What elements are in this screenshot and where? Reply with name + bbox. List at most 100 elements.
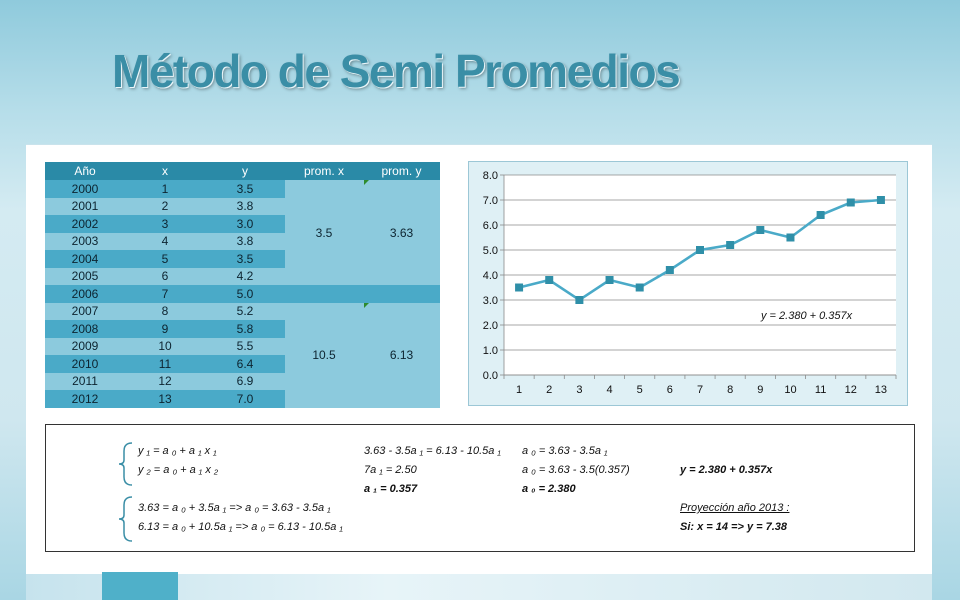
final-equation: y = 2.380 + 0.357x — [680, 464, 773, 476]
table-row: 2012 13 7.0 — [45, 390, 440, 408]
cell-year: 2002 — [45, 215, 125, 233]
data-point — [665, 266, 674, 274]
equations-box: y ₁ = a ₀ + a ₁ x ₁ y ₂ = a ₀ + a ₁ x ₂ … — [45, 424, 915, 552]
data-point — [605, 276, 614, 284]
cell-y: 6.9 — [205, 372, 285, 390]
system2-eq1: 3.63 = a ₀ + 3.5a ₁ => a ₀ = 3.63 - 3.5a… — [138, 502, 331, 514]
y-tick-label: 1.0 — [483, 345, 498, 357]
x-tick-label: 8 — [727, 384, 733, 396]
cell-year: 2000 — [45, 180, 125, 198]
cell-y: 6.4 — [205, 355, 285, 373]
header-year: Año — [45, 162, 125, 180]
x-tick-label: 4 — [606, 384, 612, 396]
cell-year: 2007 — [45, 302, 125, 320]
table-header-row: Año x y prom. x prom. y — [45, 162, 440, 180]
data-point — [545, 276, 554, 284]
comment-marker-icon — [364, 180, 369, 185]
cell-year: 2006 — [45, 285, 125, 303]
prom-y-group1-value: 3.63 — [389, 225, 414, 240]
cell-prom-x-empty — [285, 285, 363, 303]
y-tick-label: 6.0 — [483, 220, 498, 232]
a1-result: a ₁ = 0.357 — [364, 483, 418, 495]
x-tick-label: 9 — [757, 384, 763, 396]
footer-accent-block — [102, 572, 178, 600]
a0-step1: a ₀ = 3.63 - 3.5a ₁ — [522, 445, 608, 457]
cell-year: 2003 — [45, 232, 125, 250]
data-point — [876, 196, 885, 204]
data-point — [846, 198, 855, 207]
table-row: 2005 6 4.2 — [45, 267, 440, 285]
y-tick-label: 7.0 — [483, 195, 498, 207]
x-tick-labels: 1 2 3 4 5 6 7 8 9 10 11 12 13 — [516, 384, 887, 396]
cell-y: 3.8 — [205, 232, 285, 250]
cell-year: 2011 — [45, 372, 125, 390]
cell-x: 8 — [125, 302, 205, 320]
line-chart-svg: 0.01.02.03.04.05.06.07.08.0 1 2 3 4 5 6 7 8 9 10 1… — [483, 170, 897, 396]
y-tick-labels: 0.0 1.0 2.0 3.0 4.0 5.0 6.0 7.0 8.0 — [483, 170, 498, 382]
system1-eq2: y ₂ = a ₀ + a ₁ x ₂ — [138, 464, 219, 476]
cell-y: 3.8 — [205, 197, 285, 215]
table-row: 2000 1 3.5 3.5 3.63 — [45, 180, 440, 285]
cell-prom-y-empty — [363, 285, 440, 303]
cell-x: 4 — [125, 232, 205, 250]
cell-y: 5.2 — [205, 302, 285, 320]
cell-year: 2010 — [45, 355, 125, 373]
left-brace-icon — [118, 496, 133, 542]
x-tick-label: 10 — [784, 384, 796, 396]
header-prom-y: prom. y — [363, 162, 440, 180]
system1-eq1: y ₁ = a ₀ + a ₁ x ₁ — [138, 445, 217, 457]
header-x: x — [125, 162, 205, 180]
cell-prom-y-group1: 3.63 — [363, 180, 440, 285]
cell-year: 2004 — [45, 250, 125, 268]
x-tick-label: 11 — [815, 384, 826, 396]
cell-x: 2 — [125, 197, 205, 215]
solve-step2: 7a ₁ = 2.50 — [364, 464, 417, 476]
x-tick-label: 2 — [546, 384, 552, 396]
slide-title: Método de Semi Promedios — [112, 45, 681, 97]
a0-step2: a ₀ = 3.63 - 3.5(0.357) — [522, 464, 630, 476]
cell-x: 11 — [125, 355, 205, 373]
table-row: 2003 4 3.8 — [45, 232, 440, 250]
y-tick-label: 0.0 — [483, 370, 498, 382]
cell-prom-y-group2: 6.13 — [363, 302, 440, 408]
cell-y: 5.0 — [205, 285, 285, 303]
x-tick-label: 13 — [875, 384, 887, 396]
data-point — [756, 226, 765, 234]
cell-year: 2008 — [45, 320, 125, 338]
cell-y: 3.0 — [205, 215, 285, 233]
cell-x: 3 — [125, 215, 205, 233]
axes — [500, 174, 897, 379]
cell-y: 3.5 — [205, 250, 285, 268]
y-tick-label: 2.0 — [483, 320, 498, 332]
table-row: 2008 9 5.8 — [45, 320, 440, 338]
prom-y-group2-value: 6.13 — [389, 348, 414, 362]
table-row: 2011 12 6.9 — [45, 372, 440, 390]
table-row: 2001 2 3.8 — [45, 197, 440, 215]
y-tick-label: 3.0 — [483, 295, 498, 307]
data-point — [515, 283, 524, 292]
data-point — [575, 296, 584, 304]
cell-x: 5 — [125, 250, 205, 268]
y-tick-label: 8.0 — [483, 170, 498, 182]
cell-y: 4.2 — [205, 267, 285, 285]
cell-x: 1 — [125, 180, 205, 198]
trend-equation-label: y = 2.380 + 0.357x — [760, 310, 853, 322]
series-layer — [515, 196, 885, 304]
cell-year: 2012 — [45, 390, 125, 408]
solve-step1: 3.63 - 3.5a ₁ = 6.13 - 10.5a ₁ — [364, 445, 501, 457]
data-point — [786, 233, 795, 242]
cell-y: 5.5 — [205, 337, 285, 355]
cell-y: 7.0 — [205, 390, 285, 408]
data-point — [635, 283, 644, 292]
data-point — [726, 241, 735, 249]
x-tick-label: 12 — [845, 384, 857, 396]
cell-x: 13 — [125, 390, 205, 408]
x-tick-label: 6 — [667, 384, 673, 396]
table-row: 2009 10 5.5 — [45, 337, 440, 355]
table-row: 2006 7 5.0 — [45, 285, 440, 303]
cell-y: 5.8 — [205, 320, 285, 338]
a0-result: a ₀ = 2.380 — [522, 483, 576, 495]
cell-prom-x-group1: 3.5 — [285, 180, 363, 285]
header-y: y — [205, 162, 285, 180]
cell-x: 10 — [125, 337, 205, 355]
